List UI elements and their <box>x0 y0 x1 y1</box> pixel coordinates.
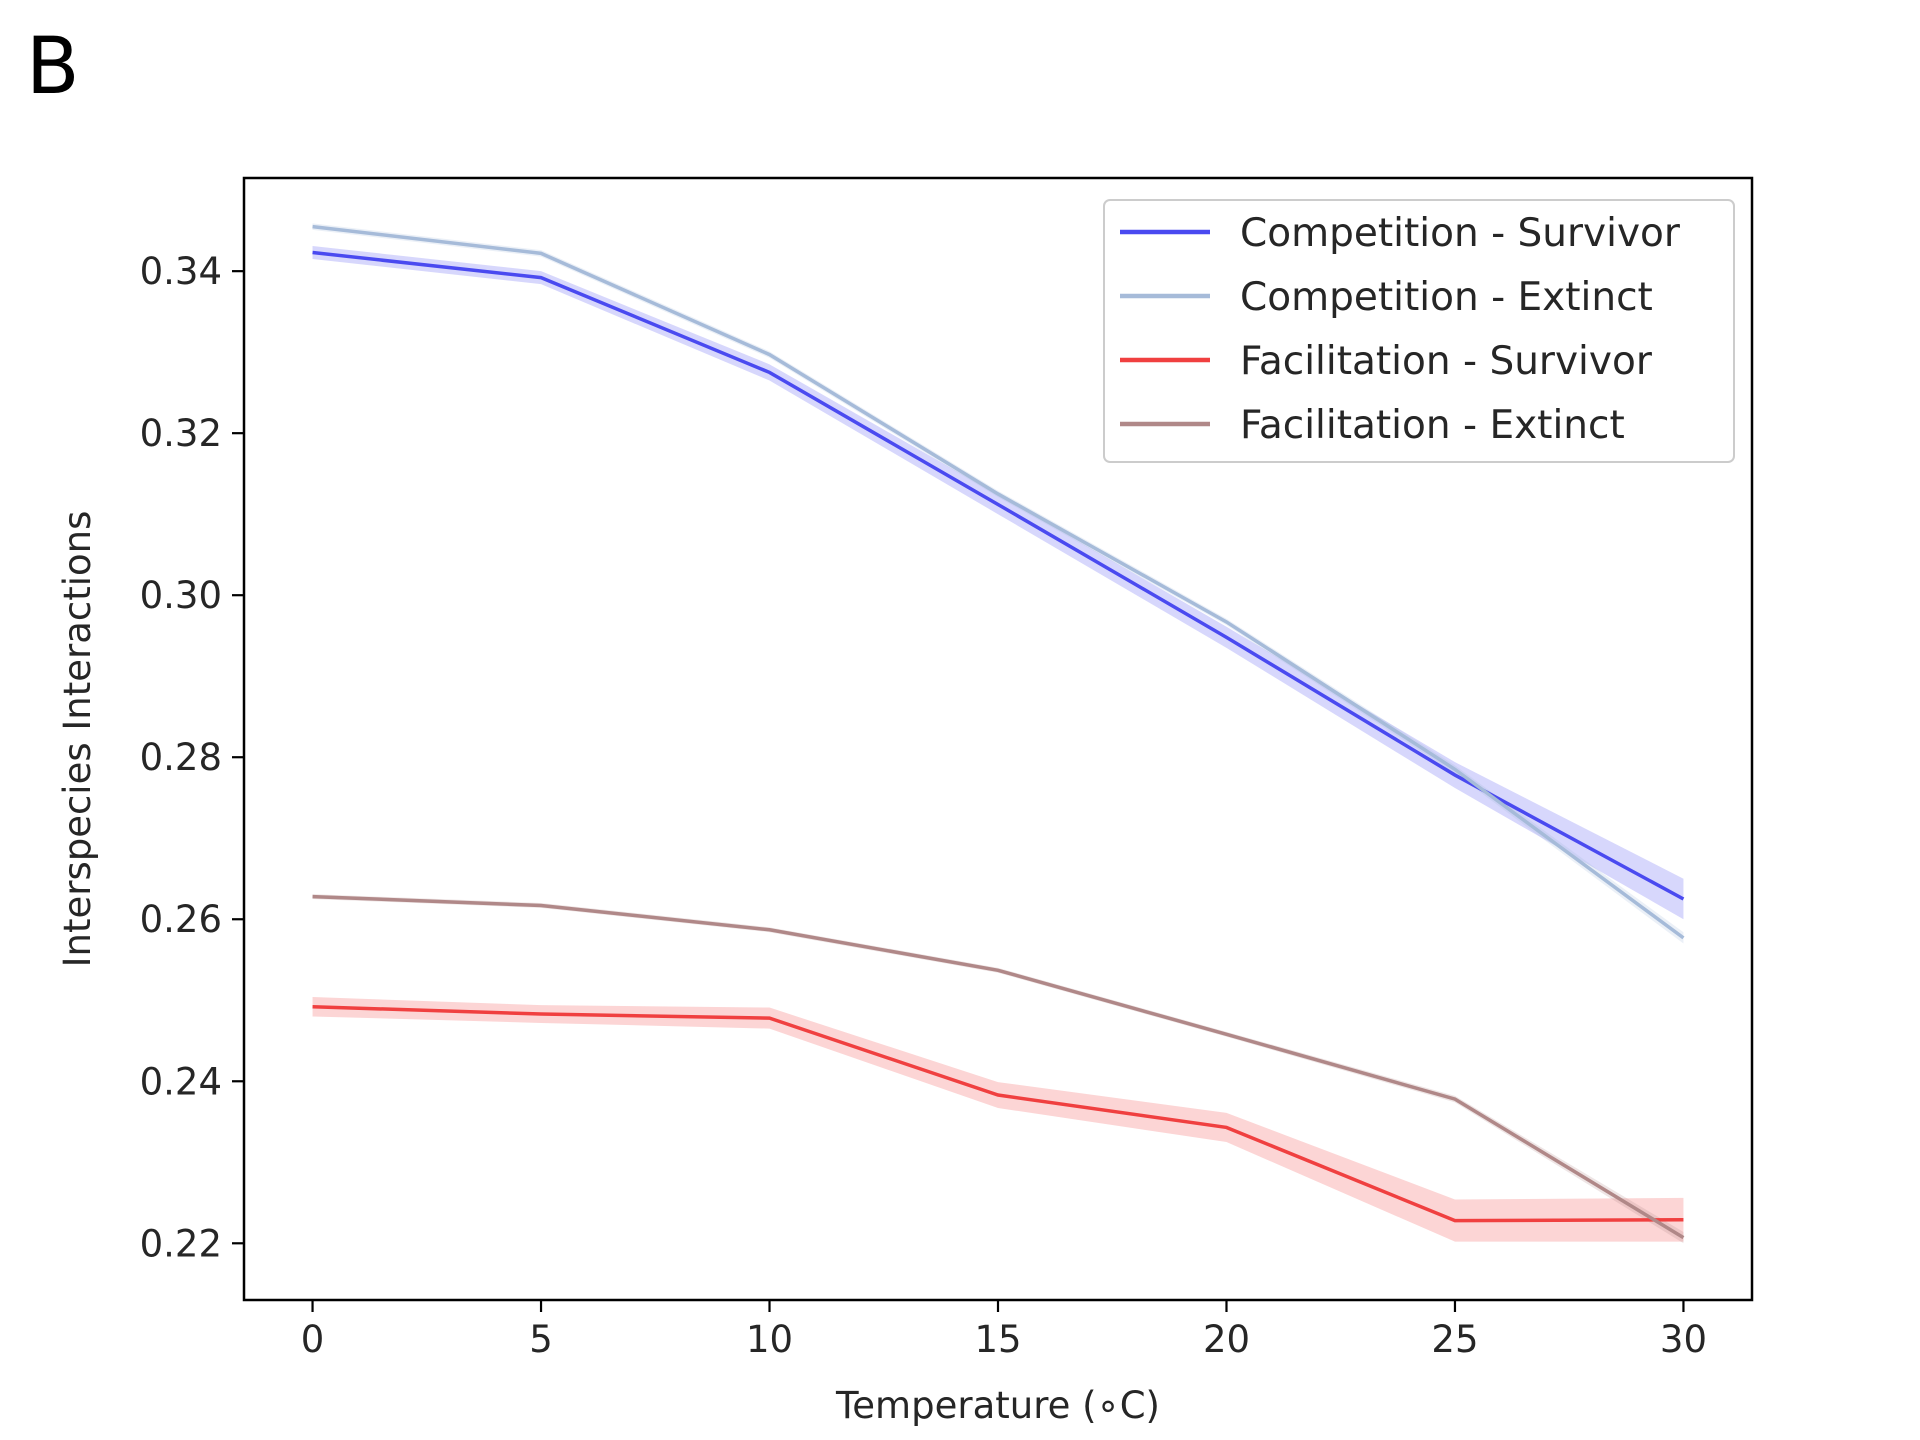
legend-entry: Competition - Extinct <box>1240 275 1653 320</box>
x-tick-label: 5 <box>529 1318 553 1361</box>
y-tick-label: 0.34 <box>140 250 222 293</box>
y-tick-label: 0.24 <box>140 1060 222 1103</box>
y-axis-title: Interspecies Interactions <box>56 511 99 968</box>
x-tick-label: 25 <box>1431 1318 1478 1361</box>
y-tick-label: 0.30 <box>140 574 222 617</box>
legend-entry: Facilitation - Survivor <box>1240 339 1653 384</box>
line-competition-extinct <box>312 224 1685 940</box>
legend-box <box>1103 199 1735 463</box>
line-facilitation-survivor <box>312 1004 1684 1223</box>
y-tick-label: 0.32 <box>140 412 222 455</box>
legend-entry: Facilitation - Extinct <box>1240 403 1625 448</box>
legend-entry: Competition - Survivor <box>1240 211 1681 256</box>
x-tick-label: 10 <box>746 1318 793 1361</box>
y-tick-label: 0.22 <box>140 1222 222 1265</box>
y-axis: 0.22 0.24 0.26 0.28 0.30 0.32 0.34 <box>140 250 244 1265</box>
confidence-bands <box>312 223 1684 1244</box>
x-axis: 0 5 10 15 20 25 30 <box>301 1300 1707 1361</box>
band-facilitation-extinct <box>312 894 1684 1244</box>
x-tick-label: 20 <box>1203 1318 1250 1361</box>
x-tick-label: 0 <box>301 1318 325 1361</box>
y-tick-label: 0.28 <box>140 736 222 779</box>
panel-label: B <box>26 22 80 112</box>
series-lines <box>312 224 1685 1240</box>
x-axis-title: Temperature (∘C) <box>835 1384 1160 1427</box>
legend: Competition - Survivor Competition - Exti… <box>1103 199 1735 463</box>
line-facilitation-extinct <box>312 894 1685 1240</box>
y-tick-label: 0.26 <box>140 898 222 941</box>
x-tick-label: 15 <box>974 1318 1021 1361</box>
line-competition-survivor <box>312 250 1685 901</box>
x-tick-label: 30 <box>1660 1318 1707 1361</box>
band-facilitation-survivor <box>312 997 1684 1242</box>
